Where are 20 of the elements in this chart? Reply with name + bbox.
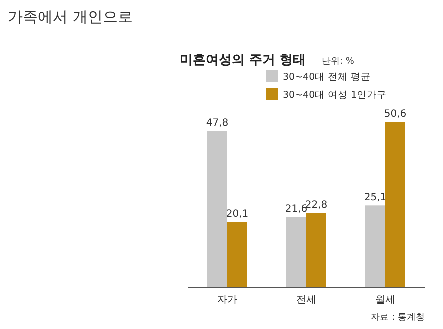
chart-title: 가족에서 개인으로 bbox=[8, 8, 133, 26]
data-label: 21,6 bbox=[285, 204, 308, 216]
data-label: 25,1 bbox=[364, 192, 387, 204]
bar bbox=[366, 206, 386, 288]
bar bbox=[208, 131, 228, 288]
x-tick-label: 월세 bbox=[376, 295, 396, 306]
x-tick-label: 전세 bbox=[296, 295, 316, 306]
data-label: 47,8 bbox=[206, 118, 229, 130]
text: 자료 : 통계청 bbox=[371, 313, 425, 323]
data-label: 50,6 bbox=[384, 109, 407, 120]
data-label: 20,1 bbox=[226, 209, 249, 220]
bar bbox=[228, 222, 248, 288]
bar bbox=[306, 213, 326, 288]
chart-subtitle: 미혼여성의 주거 형태 bbox=[180, 53, 306, 68]
text: 단위: % bbox=[322, 57, 355, 67]
x-tick-label: 자가 bbox=[218, 295, 238, 306]
bar bbox=[286, 217, 306, 288]
legend-label: 30~40대 전체 평균 bbox=[283, 72, 372, 83]
legend-label: 30~40대 여성 1인가구 bbox=[283, 90, 388, 101]
bar bbox=[386, 122, 406, 288]
